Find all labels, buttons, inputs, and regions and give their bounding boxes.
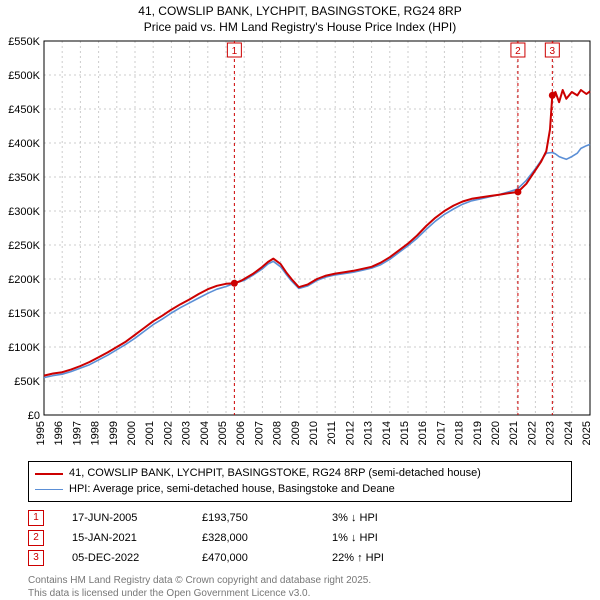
svg-text:£50K: £50K	[14, 376, 40, 388]
svg-text:1996: 1996	[53, 421, 65, 445]
svg-text:£450K: £450K	[8, 104, 40, 116]
svg-text:2025: 2025	[581, 421, 593, 445]
svg-text:1997: 1997	[71, 421, 83, 445]
svg-text:1998: 1998	[90, 421, 102, 445]
chart-title-line2: Price paid vs. HM Land Registry's House …	[0, 20, 600, 36]
sale-date: 05-DEC-2022	[72, 552, 202, 564]
legend-box: 41, COWSLIP BANK, LYCHPIT, BASINGSTOKE, …	[28, 461, 572, 502]
legend-row-hpi: HPI: Average price, semi-detached house,…	[35, 482, 565, 497]
sale-diff: 3% ↓ HPI	[332, 512, 432, 524]
sale-diff: 22% ↑ HPI	[332, 552, 432, 564]
svg-text:2014: 2014	[381, 421, 393, 445]
svg-text:£100K: £100K	[8, 342, 40, 354]
svg-text:2019: 2019	[472, 421, 484, 445]
line-chart-svg: £0 £50K £100K £150K £200K £250K £300K £350K £400…	[0, 37, 600, 457]
svg-text:2016: 2016	[417, 421, 429, 445]
footer-line2: This data is licensed under the Open Gov…	[28, 587, 572, 600]
sale-price: £328,000	[202, 532, 332, 544]
sale-date: 15-JAN-2021	[72, 532, 202, 544]
svg-text:1999: 1999	[108, 421, 120, 445]
svg-text:2018: 2018	[454, 421, 466, 445]
svg-text:2010: 2010	[308, 421, 320, 445]
sale-row: 2 15-JAN-2021£328,0001% ↓ HPI	[28, 528, 572, 548]
svg-text:2021: 2021	[508, 421, 520, 445]
svg-text:2011: 2011	[326, 421, 338, 445]
svg-text:2002: 2002	[162, 421, 174, 445]
sale-price: £470,000	[202, 552, 332, 564]
svg-text:£150K: £150K	[8, 308, 40, 320]
svg-text:£500K: £500K	[8, 70, 40, 82]
svg-text:2000: 2000	[126, 421, 138, 445]
svg-text:2024: 2024	[563, 421, 575, 445]
svg-text:2005: 2005	[217, 421, 229, 445]
svg-text:2023: 2023	[545, 421, 557, 445]
legend-label-price-paid: 41, COWSLIP BANK, LYCHPIT, BASINGSTOKE, …	[69, 466, 481, 481]
chart-title-line1: 41, COWSLIP BANK, LYCHPIT, BASINGSTOKE, …	[0, 4, 600, 20]
svg-text:2022: 2022	[526, 421, 538, 445]
svg-text:2015: 2015	[399, 421, 411, 445]
svg-text:2012: 2012	[344, 421, 356, 445]
sale-row: 3 05-DEC-2022£470,00022% ↑ HPI	[28, 548, 572, 568]
svg-text:1: 1	[232, 46, 238, 57]
footer-attribution: Contains HM Land Registry data © Crown c…	[28, 574, 572, 600]
svg-text:2013: 2013	[363, 421, 375, 445]
sales-table: 1 17-JUN-2005£193,7503% ↓ HPI 2 15-JAN-2021…	[28, 508, 572, 568]
svg-text:£200K: £200K	[8, 274, 40, 286]
svg-text:3: 3	[550, 46, 556, 57]
sale-marker-box: 3	[28, 550, 44, 566]
svg-text:2004: 2004	[199, 421, 211, 445]
svg-text:£400K: £400K	[8, 138, 40, 150]
sale-date: 17-JUN-2005	[72, 512, 202, 524]
svg-text:1995: 1995	[35, 421, 47, 445]
svg-text:£250K: £250K	[8, 240, 40, 252]
svg-text:2008: 2008	[272, 421, 284, 445]
svg-text:2017: 2017	[435, 421, 447, 445]
sale-price: £193,750	[202, 512, 332, 524]
svg-text:£0: £0	[28, 410, 40, 422]
svg-text:2009: 2009	[290, 421, 302, 445]
svg-text:2020: 2020	[490, 421, 502, 445]
sale-row: 1 17-JUN-2005£193,7503% ↓ HPI	[28, 508, 572, 528]
svg-text:2007: 2007	[253, 421, 265, 445]
sale-marker-box: 2	[28, 530, 44, 546]
chart-area: £0 £50K £100K £150K £200K £250K £300K £350K £400…	[0, 37, 600, 457]
legend-label-hpi: HPI: Average price, semi-detached house,…	[69, 482, 395, 497]
footer-line1: Contains HM Land Registry data © Crown c…	[28, 574, 572, 587]
chart-title-block: 41, COWSLIP BANK, LYCHPIT, BASINGSTOKE, …	[0, 0, 600, 37]
legend-swatch-price-paid	[35, 473, 63, 475]
sale-diff: 1% ↓ HPI	[332, 532, 432, 544]
svg-text:£550K: £550K	[8, 37, 40, 48]
sale-marker-box: 1	[28, 510, 44, 526]
svg-text:2001: 2001	[144, 421, 156, 445]
svg-text:2006: 2006	[235, 421, 247, 445]
svg-text:£350K: £350K	[8, 172, 40, 184]
svg-text:2: 2	[515, 46, 521, 57]
svg-text:£300K: £300K	[8, 206, 40, 218]
legend-swatch-hpi	[35, 489, 63, 490]
svg-text:2003: 2003	[181, 421, 193, 445]
legend-row-price-paid: 41, COWSLIP BANK, LYCHPIT, BASINGSTOKE, …	[35, 466, 565, 481]
